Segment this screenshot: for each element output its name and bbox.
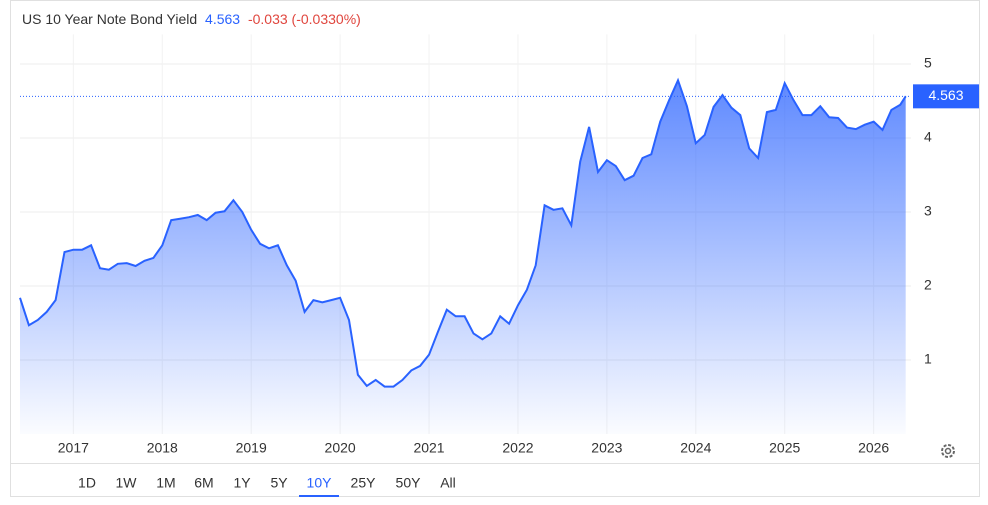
- range-button[interactable]: 1W: [116, 475, 138, 491]
- last-value-box: [913, 84, 979, 109]
- range-button[interactable]: 5Y: [270, 475, 288, 491]
- y-tick-label: 3: [924, 203, 932, 219]
- range-button[interactable]: 25Y: [351, 475, 377, 491]
- range-button[interactable]: 1Y: [233, 475, 251, 491]
- header: US 10 Year Note Bond Yield 4.563 -0.033 …: [22, 11, 361, 27]
- range-button[interactable]: 10Y: [307, 475, 333, 491]
- y-tick-label: 1: [924, 351, 932, 367]
- x-tick-label: 2017: [58, 440, 89, 456]
- range-button[interactable]: 1M: [156, 475, 175, 491]
- x-tick-label: 2019: [236, 440, 267, 456]
- change: -0.033 (-0.0330%): [248, 11, 361, 27]
- x-tick-label: 2021: [413, 440, 444, 456]
- x-tick-label: 2023: [591, 440, 622, 456]
- x-tick-label: 2026: [858, 440, 889, 456]
- last-value-label: 4.563: [928, 87, 963, 103]
- x-tick-label: 2020: [325, 440, 356, 456]
- x-tick-label: 2018: [147, 440, 178, 456]
- x-tick-label: 2022: [502, 440, 533, 456]
- range-button[interactable]: All: [440, 475, 456, 491]
- settings-icon[interactable]: [941, 444, 955, 458]
- range-button[interactable]: 1D: [78, 475, 96, 491]
- last-value: 4.563: [205, 11, 240, 27]
- y-tick-label: 2: [924, 277, 932, 293]
- y-tick-label: 4: [924, 129, 932, 145]
- area: [20, 80, 906, 435]
- range-button[interactable]: 50Y: [396, 475, 422, 491]
- x-tick-label: 2025: [769, 440, 800, 456]
- line: [19, 77, 907, 388]
- y-tick-label: 5: [924, 55, 932, 71]
- frame: [10, 0, 980, 497]
- range-button[interactable]: 6M: [194, 475, 213, 491]
- chart-title: US 10 Year Note Bond Yield: [22, 11, 197, 27]
- x-tick-label: 2024: [680, 440, 711, 456]
